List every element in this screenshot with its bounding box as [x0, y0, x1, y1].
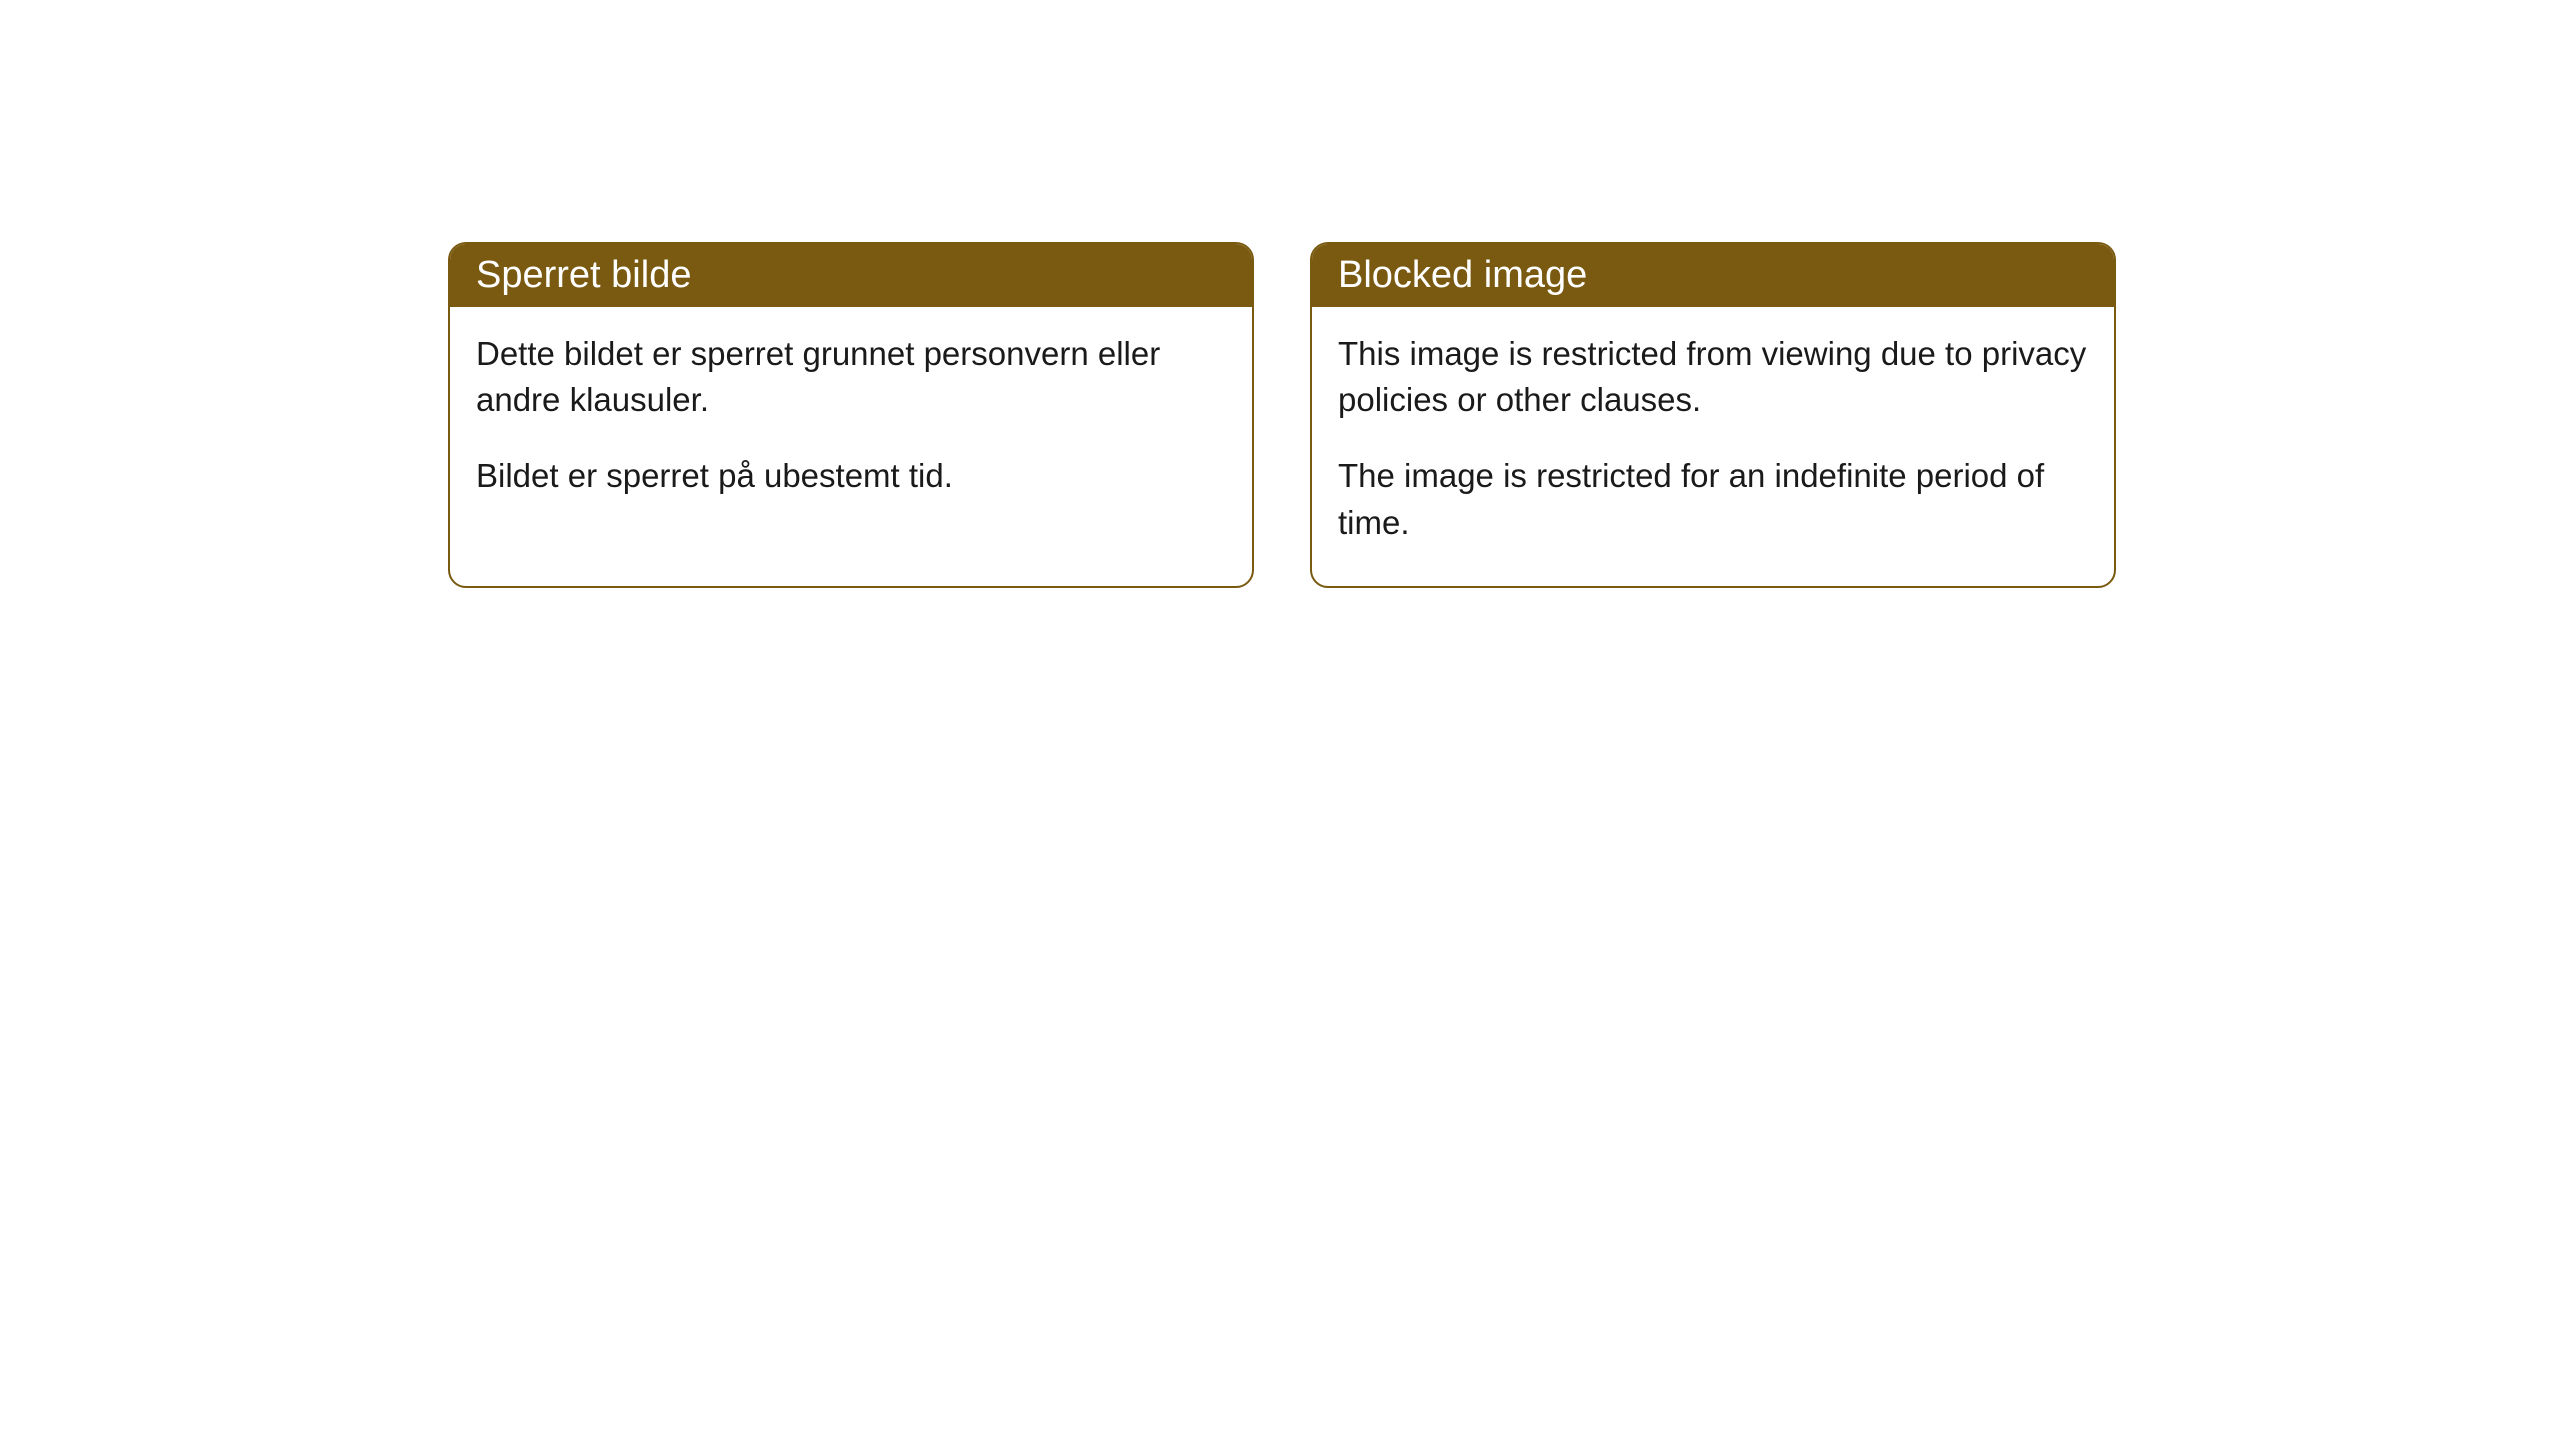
- cards-container: Sperret bilde Dette bildet er sperret gr…: [448, 242, 2116, 588]
- blocked-image-card-en: Blocked image This image is restricted f…: [1310, 242, 2116, 588]
- card-body-en: This image is restricted from viewing du…: [1312, 307, 2114, 586]
- blocked-image-card-no: Sperret bilde Dette bildet er sperret gr…: [448, 242, 1254, 588]
- card-paragraph: Bildet er sperret på ubestemt tid.: [476, 453, 1226, 499]
- card-paragraph: Dette bildet er sperret grunnet personve…: [476, 331, 1226, 423]
- card-body-no: Dette bildet er sperret grunnet personve…: [450, 307, 1252, 540]
- card-paragraph: The image is restricted for an indefinit…: [1338, 453, 2088, 545]
- card-header-no: Sperret bilde: [450, 244, 1252, 307]
- card-paragraph: This image is restricted from viewing du…: [1338, 331, 2088, 423]
- card-header-en: Blocked image: [1312, 244, 2114, 307]
